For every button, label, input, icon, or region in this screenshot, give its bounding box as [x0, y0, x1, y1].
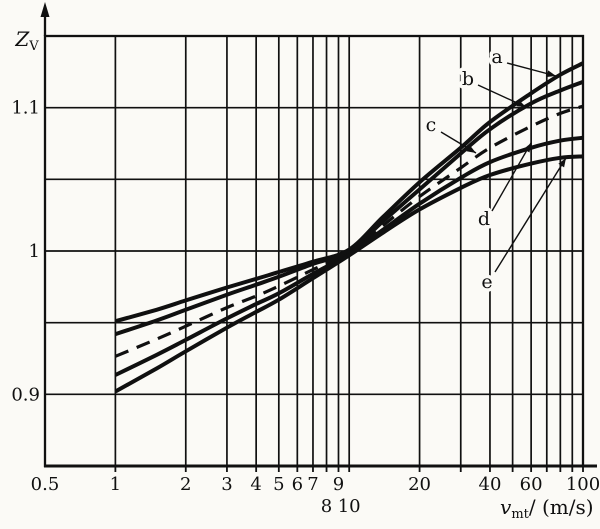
y-tick-label-1: 1: [29, 241, 40, 262]
curve-label-b: b: [462, 68, 474, 90]
x-tick-label-100: 100: [566, 474, 600, 495]
x-axis-title: vmt/ (m/s): [500, 495, 594, 522]
curve-label-arrowhead-a-icon: [546, 70, 556, 77]
x-tick-label-4: 4: [250, 474, 261, 495]
y-axis-title-subscript: V: [28, 39, 39, 54]
curve-label-d: d: [478, 208, 490, 230]
x-tick-label-0.5: 0.5: [31, 474, 60, 495]
y-tick-label-0.9: 0.9: [11, 384, 40, 405]
x-tick-label-6: 6: [292, 474, 303, 495]
x-tick-label-1: 1: [110, 474, 121, 495]
curve-label-a: a: [491, 46, 502, 68]
curve-label-arrowhead-d-icon: [523, 143, 531, 153]
curve-label-arrowhead-e-icon: [558, 158, 566, 168]
x-axis-title-symbol: v: [500, 495, 512, 519]
x-tick-label-7: 7: [307, 474, 318, 495]
curve-label-arrowhead-c-icon: [466, 145, 476, 153]
x-tick-label-9: 9: [333, 474, 344, 495]
curve-labels: ab c d e: [422, 43, 567, 297]
x-tick-label-10: 10: [338, 496, 361, 517]
x-tick-label-60: 60: [520, 474, 543, 495]
curve-label-arrow-e: [494, 157, 567, 273]
curve-label-arrow-d: [491, 142, 532, 212]
axes: [40, 2, 597, 472]
x-tick-label-2: 2: [180, 474, 191, 495]
curve-e: [114, 154, 584, 394]
x-tick-label-3: 3: [221, 474, 232, 495]
curve-label-c: c: [426, 114, 437, 136]
x-tick-label-40: 40: [479, 474, 502, 495]
curve-label-arrowhead-b-icon: [516, 100, 526, 107]
grid-lines: [45, 36, 584, 466]
y-tick-label-1.1: 1.1: [11, 98, 40, 119]
x-axis-title-units: / (m/s): [529, 495, 594, 519]
x-tick-label-20: 20: [408, 474, 431, 495]
y-axis-arrowhead-icon: [40, 2, 50, 17]
curve-label-e: e: [481, 271, 492, 293]
x-axis-title-subscript: mt: [511, 507, 529, 522]
x-tick-label-5: 5: [273, 474, 284, 495]
y-axis-title: ZV: [14, 27, 39, 54]
x-tick-label-8: 8: [321, 496, 332, 517]
y-axis-title-symbol: Z: [14, 27, 30, 51]
